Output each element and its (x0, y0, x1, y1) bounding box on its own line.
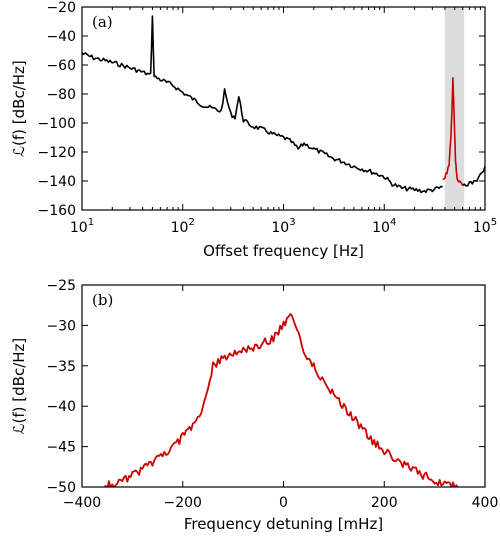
x-tick-label: 102 (171, 217, 195, 236)
x-tick-label: 101 (70, 217, 94, 236)
y-ticks-b: −50 −45 −40 −35 −30 −25 (46, 278, 485, 496)
y-ticks-a: −160 −140 −120 −100 −80 −60 −40 −20 (38, 0, 485, 219)
x-axis-label-a: Offset frequency [Hz] (203, 242, 364, 260)
x-tick-label: 400 (472, 495, 499, 511)
panel-label-a: (a) (92, 13, 113, 31)
y-tick-label: −40 (46, 29, 76, 45)
y-tick-label: −80 (46, 87, 76, 103)
y-tick-label: −120 (38, 145, 76, 161)
y-axis-label-a: ℒ(f) [dBc/Hz] (10, 60, 28, 157)
x-tick-label: 103 (271, 217, 295, 236)
y-tick-label: −140 (38, 174, 76, 190)
x-axis-label-b: Frequency detuning [mHz] (184, 515, 383, 533)
x-tick-label: −400 (63, 495, 101, 511)
y-tick-label: −25 (46, 278, 76, 294)
x-tick-label: −200 (164, 495, 202, 511)
y-tick-label: −50 (46, 480, 76, 496)
y-tick-label: −45 (46, 440, 76, 456)
y-tick-label: −160 (38, 203, 76, 219)
x-ticks-b: −400 −200 0 200 400 (63, 285, 499, 511)
x-tick-label: 200 (371, 495, 398, 511)
panel-label-b: (b) (92, 291, 113, 309)
series-line-b-0 (102, 313, 460, 487)
x-tick-label: 0 (279, 495, 288, 511)
series-line-a-0 (82, 15, 443, 194)
panel-a: 101 102 103 104 105 −160 −140 −120 −100 −80 −60 −4… (10, 0, 497, 260)
series-group-b (102, 313, 460, 487)
y-tick-label: −40 (46, 399, 76, 415)
series-line-a-2 (462, 166, 485, 187)
x-tick-label: 104 (372, 217, 396, 236)
axes-frame-a (81, 6, 486, 211)
y-tick-label: −100 (38, 116, 76, 132)
y-tick-label: −30 (46, 318, 76, 334)
panel-b: −400 −200 0 200 400 −50 −45 −40 −35 −30 −25 (b) F… (10, 278, 498, 533)
y-tick-label: −20 (46, 0, 76, 16)
y-tick-label: −35 (46, 359, 76, 375)
series-group-a (82, 15, 485, 194)
x-tick-label: 105 (473, 217, 497, 236)
y-axis-label-b: ℒ(f) [dBc/Hz] (10, 338, 28, 435)
series-line-a-1 (442, 77, 464, 186)
x-ticks-a: 101 102 103 104 105 (70, 7, 497, 236)
y-tick-label: −60 (46, 58, 76, 74)
axes-frame-b (81, 284, 486, 488)
